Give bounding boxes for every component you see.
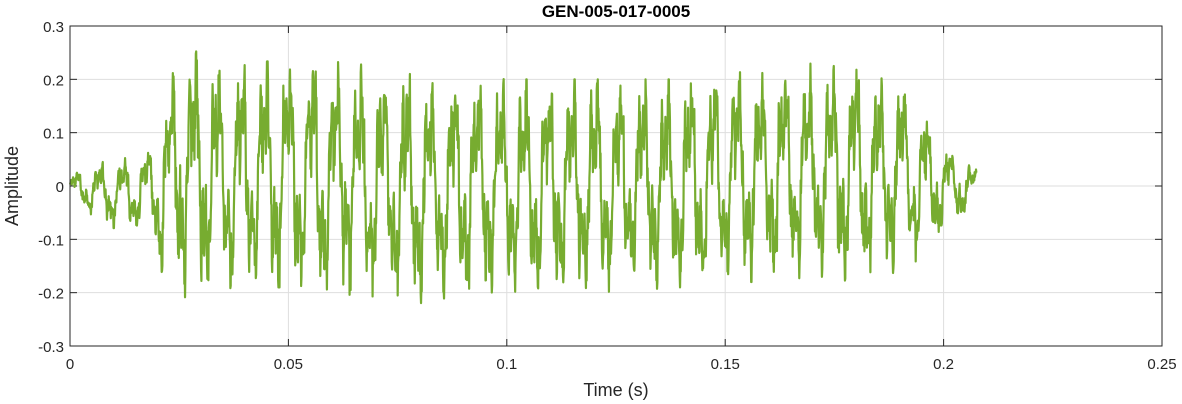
plot-frame (69, 25, 1163, 347)
x-tick-label: 0.2 (933, 356, 954, 373)
y-tick-label: 0.2 (43, 72, 64, 89)
y-tick-label: -0.2 (38, 286, 64, 303)
x-tick-label: 0.05 (274, 356, 303, 373)
y-tick-label: -0.3 (38, 339, 64, 356)
y-axis-label: Amplitude (2, 146, 22, 226)
x-tick-label: 0.15 (711, 356, 740, 373)
x-tick-label: 0.25 (1147, 356, 1176, 373)
y-tick-labels: -0.3 -0.2 -0.1 0 0.1 0.2 0.3 (38, 19, 64, 356)
y-tick-label: 0.3 (43, 19, 64, 36)
y-tick-label: -0.1 (38, 232, 64, 249)
x-axis-label: Time (s) (583, 380, 648, 400)
signal-line (68, 50, 978, 305)
x-tick-label: 0.1 (496, 356, 517, 373)
y-tick-label: 0 (56, 179, 64, 196)
x-tick-label: 0 (66, 356, 74, 373)
x-tick-labels: 0 0.05 0.1 0.15 0.2 0.25 (66, 356, 1177, 373)
chart-title: GEN-005-017-0005 (542, 2, 690, 21)
y-tick-label: 0.1 (43, 126, 64, 143)
